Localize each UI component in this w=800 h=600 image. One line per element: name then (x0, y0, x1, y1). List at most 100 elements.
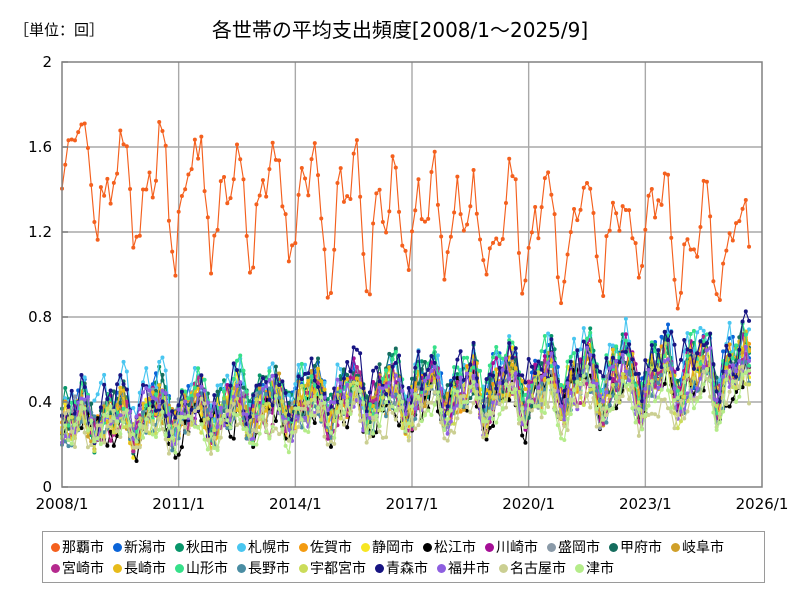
legend-item-川崎市[interactable]: 川崎市 (485, 541, 538, 555)
data-point (620, 394, 625, 399)
data-point (646, 193, 651, 198)
data-point (85, 445, 90, 450)
data-point (533, 358, 538, 363)
legend-item-那覇市[interactable]: 那覇市 (51, 541, 104, 555)
data-point (435, 409, 440, 414)
data-point (63, 386, 68, 391)
data-point (539, 415, 544, 420)
data-point (410, 404, 414, 409)
data-point (89, 442, 94, 447)
legend-item-宇都宮市[interactable]: 宇都宮市 (299, 562, 366, 576)
legend-item-長野市[interactable]: 長野市 (237, 562, 290, 576)
data-point (523, 440, 528, 445)
data-point (202, 401, 207, 406)
data-point (426, 375, 431, 380)
data-point (607, 394, 612, 399)
data-point (384, 391, 389, 396)
legend-item-佐賀市[interactable]: 佐賀市 (299, 541, 352, 555)
page-title: 各世帯の平均支出頻度[2008/1〜2025/9] (211, 18, 589, 42)
data-point (695, 330, 700, 335)
data-point (698, 356, 703, 361)
data-point (581, 185, 586, 190)
data-point (461, 407, 466, 412)
data-point (640, 376, 645, 381)
data-point (277, 383, 282, 388)
data-point (737, 347, 742, 352)
data-point (468, 384, 473, 389)
data-point (160, 355, 165, 360)
data-point (747, 358, 752, 363)
legend-item-秋田市[interactable]: 秋田市 (175, 541, 228, 555)
data-point (533, 378, 538, 383)
data-point (413, 208, 418, 213)
data-point (312, 397, 317, 402)
legend-item-静岡市[interactable]: 静岡市 (361, 541, 414, 555)
data-point (555, 365, 560, 370)
legend-item-宮崎市[interactable]: 宮崎市 (51, 562, 104, 576)
legend-item-新潟市[interactable]: 新潟市 (113, 541, 166, 555)
data-point (656, 348, 661, 353)
data-point (283, 391, 288, 396)
data-point (147, 170, 152, 175)
data-point (299, 165, 304, 170)
data-point (215, 389, 220, 394)
data-point (695, 254, 700, 259)
legend-label: 川崎市 (496, 539, 538, 556)
legend-item-甲府市[interactable]: 甲府市 (609, 541, 662, 555)
legend-item-松江市[interactable]: 松江市 (423, 541, 476, 555)
data-point (562, 388, 567, 393)
legend-item-長崎市[interactable]: 長崎市 (113, 562, 166, 576)
data-point (601, 399, 606, 404)
data-point (121, 420, 126, 425)
data-point (465, 364, 470, 369)
legend-item-札幌市[interactable]: 札幌市 (237, 541, 290, 555)
legend-item-福井市[interactable]: 福井市 (437, 562, 490, 576)
data-point (361, 386, 366, 391)
data-point (601, 417, 606, 422)
data-point (393, 165, 398, 170)
data-point (669, 330, 674, 335)
line-chart: 0 0.4 0.8 1.2 1.6 2 2008/1 2011/1 2014/1 2017/1 20… (28, 53, 788, 513)
data-point (503, 200, 508, 205)
data-point (102, 404, 107, 409)
legend-label: 青森市 (386, 560, 428, 577)
legend-item-青森市[interactable]: 青森市 (375, 562, 428, 576)
data-point (491, 361, 496, 366)
data-point (306, 371, 311, 376)
data-point (141, 410, 146, 415)
data-point (85, 428, 90, 432)
data-point (341, 367, 346, 372)
data-point (115, 419, 120, 424)
data-point (682, 349, 687, 354)
data-point (452, 210, 457, 215)
data-point (364, 409, 369, 414)
data-point (672, 398, 677, 403)
data-point (384, 230, 389, 235)
legend-item-山形市[interactable]: 山形市 (175, 562, 228, 576)
data-point (520, 373, 525, 378)
x-axis-tick-label: 2011/1 (152, 495, 205, 513)
data-point (222, 400, 227, 405)
data-point (118, 373, 123, 378)
data-point (727, 231, 732, 236)
data-point (309, 413, 314, 418)
legend-item-盛岡市[interactable]: 盛岡市 (547, 541, 600, 555)
data-point (678, 290, 683, 295)
data-point (662, 363, 667, 368)
data-point (568, 391, 573, 396)
legend-item-名古屋市[interactable]: 名古屋市 (499, 562, 566, 576)
data-point (565, 381, 570, 386)
data-point (491, 373, 496, 378)
data-point (452, 430, 457, 435)
data-point (328, 444, 333, 449)
legend-item-岐阜市[interactable]: 岐阜市 (671, 541, 724, 555)
legend-item-津市[interactable]: 津市 (575, 562, 614, 576)
data-point (688, 348, 693, 353)
data-point (520, 291, 525, 296)
data-point (494, 395, 499, 400)
data-point (422, 372, 427, 377)
data-point (734, 369, 739, 374)
data-point (623, 349, 628, 354)
data-point (740, 350, 745, 355)
chart-legend: 那覇市 新潟市 秋田市 札幌市 佐賀市 静岡市 松江市 川崎市 盛岡市 甲府市 岐阜市 宮崎市 長崎市… (42, 531, 765, 583)
